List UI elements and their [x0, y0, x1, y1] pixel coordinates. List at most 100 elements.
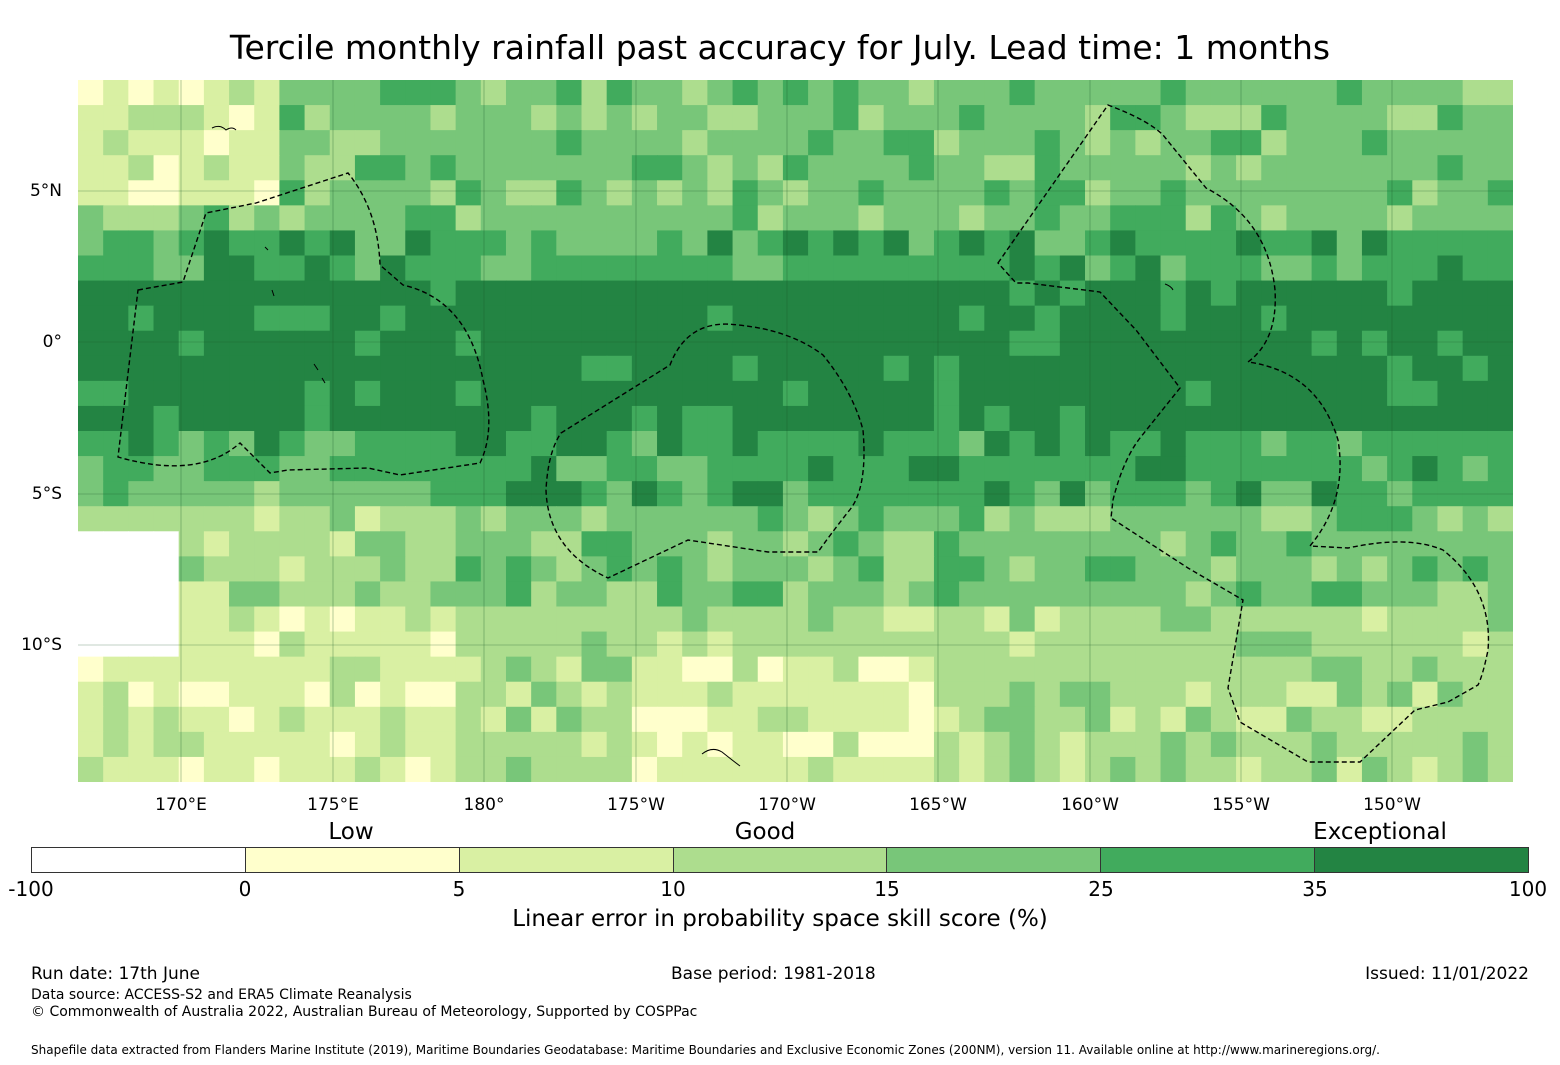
- map-cell: [1462, 606, 1489, 633]
- map-cell: [959, 105, 985, 131]
- map-cell: [1261, 230, 1288, 257]
- map-cell: [858, 631, 885, 658]
- map-cell: [581, 355, 608, 382]
- map-cell: [1085, 631, 1111, 658]
- map-cell: [556, 255, 583, 282]
- map-cell: [556, 581, 583, 608]
- map-cell: [732, 706, 759, 733]
- map-cell: [833, 706, 860, 733]
- map-cell: [531, 756, 557, 782]
- map-cell: [128, 606, 155, 633]
- map-cell: [153, 531, 180, 557]
- map-cell: [1261, 280, 1288, 307]
- map-cell: [329, 230, 356, 257]
- map-cell: [883, 506, 910, 532]
- map-cell: [1160, 255, 1187, 282]
- map-cell: [908, 431, 935, 457]
- map-cell: [1210, 506, 1237, 532]
- map-cell: [1487, 731, 1513, 758]
- map-cell: [1336, 130, 1363, 156]
- map-cell: [1110, 255, 1136, 282]
- map-cell: [1462, 130, 1489, 156]
- map-cell: [1437, 756, 1464, 782]
- map-cell: [304, 205, 331, 232]
- map-cell: [1261, 556, 1288, 583]
- map-cell: [505, 556, 532, 583]
- map-cell: [1185, 205, 1212, 232]
- map-cell: [380, 731, 406, 758]
- map-cell: [1135, 556, 1162, 583]
- map-cell: [883, 431, 910, 457]
- map-cell: [354, 330, 381, 357]
- map-cell: [405, 756, 432, 782]
- map-cell: [153, 606, 180, 633]
- map-cell: [153, 105, 180, 131]
- map-cell: [1361, 355, 1388, 382]
- eez-boundary-kiribati-gilbert: [117, 172, 490, 476]
- map-cell: [304, 531, 331, 557]
- map-cell: [1311, 280, 1338, 307]
- map-cell: [1286, 230, 1313, 257]
- map-cell: [380, 405, 406, 432]
- colorbar-label: Linear error in probability space skill …: [512, 906, 1048, 932]
- map-cell: [354, 405, 381, 432]
- map-cell: [1135, 431, 1162, 457]
- map-cell: [178, 280, 205, 307]
- map-cell: [480, 581, 507, 608]
- map-cell: [732, 731, 759, 758]
- map-cell: [1236, 280, 1262, 307]
- map-cell: [883, 255, 910, 282]
- map-cell: [808, 155, 834, 181]
- map-cell: [1185, 456, 1212, 482]
- map-cell: [455, 130, 482, 156]
- map-cell: [1361, 405, 1388, 432]
- map-cell: [883, 556, 910, 583]
- map-cell: [279, 130, 306, 156]
- map-cell: [380, 380, 406, 407]
- map-cell: [531, 531, 557, 557]
- map-cell: [455, 180, 482, 206]
- map-cell: [1412, 631, 1439, 658]
- map-cell: [883, 380, 910, 407]
- map-cell: [1009, 305, 1036, 332]
- map-cell: [1311, 631, 1338, 658]
- map-cell: [254, 230, 281, 257]
- map-cell: [103, 330, 129, 357]
- map-cell: [1487, 330, 1513, 357]
- map-cell: [1311, 255, 1338, 282]
- map-cell: [1135, 531, 1162, 557]
- map-cell: [1210, 531, 1237, 557]
- map-cell: [153, 80, 180, 106]
- map-cell: [254, 631, 281, 658]
- map-cell: [1311, 80, 1338, 106]
- map-cell: [1437, 581, 1464, 608]
- map-cell: [707, 305, 734, 332]
- map-cell: [1185, 631, 1212, 658]
- map-cell: [1009, 255, 1036, 282]
- map-cell: [304, 105, 331, 131]
- map-cell: [1009, 330, 1036, 357]
- map-cell: [858, 656, 885, 683]
- map-cell: [682, 330, 708, 357]
- map-cell: [1009, 606, 1036, 633]
- map-cell: [380, 706, 406, 733]
- map-cell: [883, 456, 910, 482]
- map-cell: [1286, 456, 1313, 482]
- lon-tick: 150°W: [1363, 795, 1421, 815]
- map-cell: [581, 105, 608, 131]
- map-cell: [430, 631, 457, 658]
- map-cell: [682, 105, 708, 131]
- map-cell: [556, 380, 583, 407]
- map-cell: [1311, 531, 1338, 557]
- map-cell: [1110, 180, 1136, 206]
- map-cell: [581, 631, 608, 658]
- map-cell: [1286, 130, 1313, 156]
- map-cell: [657, 205, 683, 232]
- map-cell: [1236, 656, 1262, 683]
- map-cell: [1185, 255, 1212, 282]
- map-cell: [405, 631, 432, 658]
- map-cell: [707, 280, 734, 307]
- map-cell: [1085, 205, 1111, 232]
- map-cell: [229, 756, 255, 782]
- map-cell: [78, 681, 104, 708]
